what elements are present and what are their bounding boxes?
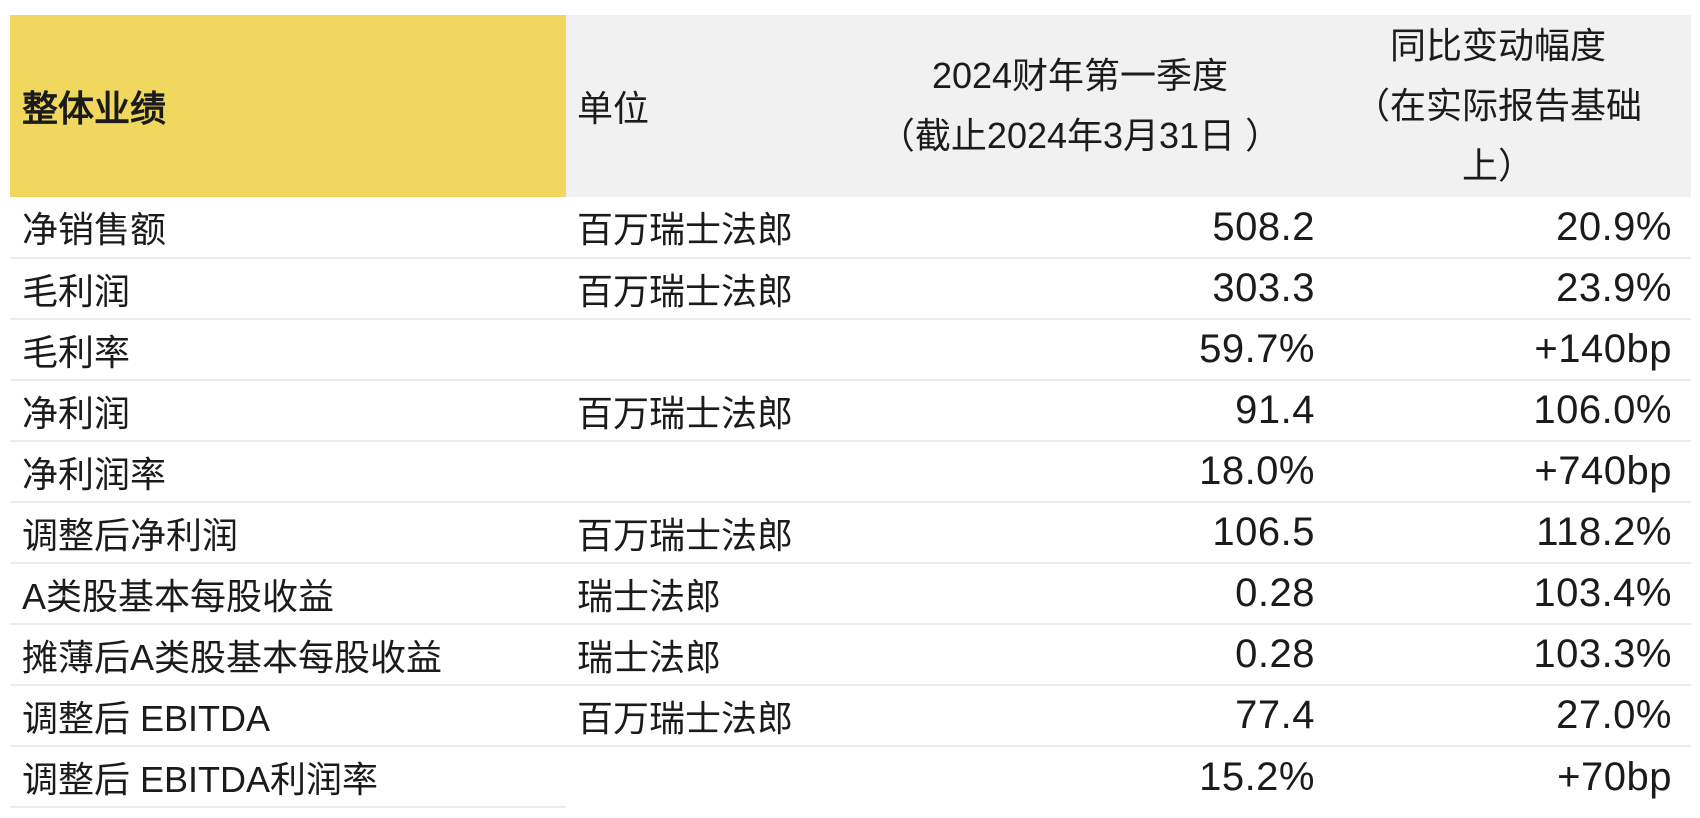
value-cell: 91.4: [855, 380, 1330, 442]
unit-cell: 百万瑞士法郎: [566, 258, 855, 320]
value-cell: 106.5: [855, 502, 1330, 564]
unit-cell: 百万瑞士法郎: [566, 380, 855, 442]
change-cell: 103.4%: [1330, 563, 1691, 625]
value-cell: 18.0%: [855, 441, 1330, 503]
value-cell: 508.2: [855, 197, 1330, 259]
table-row: 净销售额 百万瑞士法郎 508.2 20.9%: [10, 197, 1691, 259]
change-cell: 118.2%: [1330, 502, 1691, 564]
unit-cell: [566, 746, 855, 807]
table-row: 摊薄后A类股基本每股收益 瑞士法郎 0.28 103.3%: [10, 624, 1691, 686]
unit-cell: 瑞士法郎: [566, 563, 855, 625]
header-change-line2: （在实际报告基础: [1353, 85, 1642, 126]
table-row: 调整后 EBITDA 百万瑞士法郎 77.4 27.0%: [10, 685, 1691, 747]
change-cell: 20.9%: [1330, 197, 1691, 259]
header-change-line1: 同比变动幅度: [1389, 25, 1606, 66]
value-cell: 303.3: [855, 258, 1330, 320]
metric-cell: 毛利润: [10, 258, 566, 320]
metric-cell: A类股基本每股收益: [10, 563, 566, 625]
table-row: 毛利润 百万瑞士法郎 303.3 23.9%: [10, 258, 1691, 320]
header-change-line3: 上）: [1461, 145, 1534, 186]
metric-cell: 净利润: [10, 380, 566, 442]
metric-cell: 调整后 EBITDA: [10, 685, 566, 747]
table-row: 调整后 EBITDA利润率 15.2% +70bp: [10, 746, 1691, 808]
metric-cell: 调整后净利润: [10, 502, 566, 564]
metric-cell: 净销售额: [10, 197, 566, 259]
table-header: 整体业绩 单位 2024财年第一季度 （截止2024年3月31日 ） 同比变动幅…: [10, 15, 1691, 197]
table-body: 净销售额 百万瑞士法郎 508.2 20.9% 毛利润 百万瑞士法郎 303.3…: [10, 197, 1691, 808]
value-cell: 59.7%: [855, 319, 1330, 381]
table-row: 毛利率 59.7% +140bp: [10, 319, 1691, 381]
metric-cell: 毛利率: [10, 319, 566, 381]
header-period-line1: 2024财年第一季度: [931, 55, 1229, 96]
change-cell: +140bp: [1330, 319, 1691, 381]
change-cell: +70bp: [1557, 754, 1672, 799]
unit-cell: [566, 319, 855, 381]
table-row: 净利润率 18.0% +740bp: [10, 441, 1691, 503]
header-period-cell: 2024财年第一季度 （截止2024年3月31日 ）: [855, 15, 1330, 197]
header-row: 整体业绩 单位 2024财年第一季度 （截止2024年3月31日 ） 同比变动幅…: [10, 15, 1691, 197]
change-cell: 23.9%: [1330, 258, 1691, 320]
value-cell: 0.28: [855, 563, 1330, 625]
change-cell: 106.0%: [1330, 380, 1691, 442]
header-metric-cell: 整体业绩: [10, 15, 566, 197]
change-cell: +740bp: [1330, 441, 1691, 503]
unit-cell: 百万瑞士法郎: [566, 197, 855, 259]
table-row: A类股基本每股收益 瑞士法郎 0.28 103.4%: [10, 563, 1691, 625]
unit-cell: 瑞士法郎: [566, 624, 855, 686]
unit-cell: 百万瑞士法郎: [566, 502, 855, 564]
header-unit-label: 单位: [577, 88, 650, 129]
header-period-line2: （截止2024年3月31日 ）: [878, 115, 1282, 156]
performance-table: 整体业绩 单位 2024财年第一季度 （截止2024年3月31日 ） 同比变动幅…: [10, 15, 1691, 808]
change-cell: 103.3%: [1330, 624, 1691, 686]
header-change-cell: 同比变动幅度 （在实际报告基础 上）: [1330, 15, 1691, 197]
unit-cell: 百万瑞士法郎: [566, 685, 855, 747]
metric-cell: 净利润率: [10, 441, 566, 503]
metric-cell: 摊薄后A类股基本每股收益: [10, 624, 566, 686]
table-row: 调整后净利润 百万瑞士法郎 106.5 118.2%: [10, 502, 1691, 564]
table-row: 净利润 百万瑞士法郎 91.4 106.0%: [10, 380, 1691, 442]
header-metric-label: 整体业绩: [22, 88, 167, 129]
value-cell: 0.28: [855, 624, 1330, 686]
header-unit-cell: 单位: [566, 15, 855, 197]
change-cell: 27.0%: [1330, 685, 1691, 747]
value-cell: 15.2%: [1199, 754, 1315, 799]
metric-cell: 调整后 EBITDA利润率: [10, 746, 566, 808]
unit-cell: [566, 441, 855, 503]
value-cell: 77.4: [855, 685, 1330, 747]
